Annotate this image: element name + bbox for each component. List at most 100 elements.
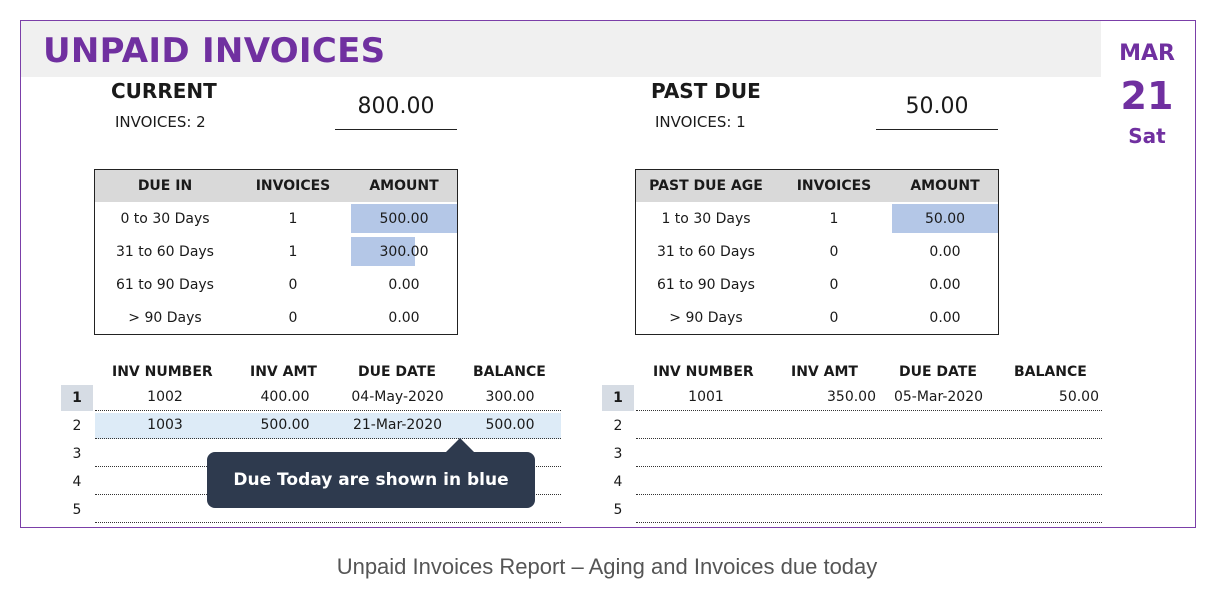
aging-row: 31 to 60 Days 0 0.00 — [636, 235, 999, 268]
past-due-list-header-balance: BALANCE — [1014, 364, 1087, 380]
aging-count: 0 — [829, 243, 839, 260]
past-due-row-number[interactable]: 3 — [613, 446, 623, 462]
past-due-total: 50.00 — [876, 91, 998, 130]
aging-amount-cell: 0.00 — [892, 268, 999, 301]
aging-row: 1 to 30 Days 1 50.00 — [636, 202, 999, 235]
current-total: 800.00 — [335, 91, 457, 130]
aging-header-row: PAST DUE AGE INVOICES AMOUNT — [635, 169, 999, 202]
date-weekday: Sat — [1128, 124, 1166, 148]
current-row-number[interactable]: 3 — [72, 446, 82, 462]
aging-count: 0 — [288, 276, 298, 293]
current-heading: CURRENT — [111, 79, 217, 103]
current-invoice-row[interactable]: 1002 400.00 04-May-2020 300.00 — [95, 385, 561, 411]
current-invoice-row[interactable] — [95, 497, 561, 523]
inv-number: 1002 — [147, 389, 183, 405]
aging-col-header: AMOUNT — [892, 169, 999, 202]
aging-count: 0 — [829, 276, 839, 293]
aging-amount-cell: 500.00 — [351, 202, 458, 235]
current-list-header-due-date: DUE DATE — [358, 364, 436, 380]
aging-row: 31 to 60 Days 1 300.00 — [95, 235, 458, 268]
amount-data-bar — [892, 204, 998, 233]
past-due-list-header-due-date: DUE DATE — [899, 364, 977, 380]
current-row-number[interactable]: 4 — [72, 474, 82, 490]
current-list-header-inv-amt: INV AMT — [250, 364, 317, 380]
aging-count: 0 — [288, 309, 298, 326]
past-due-invoice-row[interactable] — [636, 413, 1102, 439]
aging-bucket: > 90 Days — [669, 309, 743, 326]
date-month: MAR — [1119, 41, 1175, 66]
aging-row: > 90 Days 0 0.00 — [95, 301, 458, 335]
due-date: 21-Mar-2020 — [352, 417, 443, 433]
past-due-row-number[interactable]: 1 — [602, 385, 634, 411]
due-today-tooltip: Due Today are shown in blue — [207, 452, 535, 508]
aging-row: 61 to 90 Days 0 0.00 — [95, 268, 458, 301]
aging-col-header: AMOUNT — [351, 169, 458, 202]
report-frame: UNPAID INVOICES MAR 21 Sat CURRENT INVOI… — [20, 20, 1196, 528]
aging-bucket: 0 to 30 Days — [120, 210, 210, 227]
aging-header-row: DUE IN INVOICES AMOUNT — [94, 169, 458, 202]
amount-data-bar — [351, 204, 457, 233]
aging-row: 0 to 30 Days 1 500.00 — [95, 202, 458, 235]
past-due-invoice-row[interactable] — [636, 469, 1102, 495]
past-due-invoice-row[interactable] — [636, 441, 1102, 467]
aging-amount-cell: 50.00 — [892, 202, 999, 235]
aging-col-header: INVOICES — [235, 169, 351, 202]
current-row-number[interactable]: 1 — [61, 385, 93, 411]
report-title: UNPAID INVOICES — [43, 31, 386, 71]
past-due-aging-table: PAST DUE AGE INVOICES AMOUNT 1 to 30 Day… — [635, 169, 999, 335]
inv-number: 1003 — [147, 417, 183, 433]
date-box: MAR 21 Sat — [1111, 41, 1183, 148]
aging-bucket: 31 to 60 Days — [116, 243, 214, 260]
tooltip-arrow — [445, 438, 475, 453]
aging-row: > 90 Days 0 0.00 — [636, 301, 999, 335]
due-date: 05-Mar-2020 — [893, 389, 984, 405]
current-row-number[interactable]: 2 — [72, 418, 82, 434]
balance: 300.00 — [485, 389, 535, 405]
current-row-number[interactable]: 5 — [72, 502, 82, 518]
past-due-row-number[interactable]: 5 — [613, 502, 623, 518]
past-due-invoice-row[interactable] — [636, 497, 1102, 523]
inv-amount: 350.00 — [827, 389, 876, 405]
aging-col-header: INVOICES — [776, 169, 892, 202]
current-invoices-count: INVOICES: 2 — [115, 113, 206, 131]
aging-col-header: PAST DUE AGE — [635, 169, 776, 202]
aging-count: 1 — [288, 210, 298, 227]
aging-amount: 0.00 — [929, 243, 961, 260]
aging-col-header: DUE IN — [94, 169, 235, 202]
aging-amount-cell: 0.00 — [892, 301, 999, 335]
aging-bucket: > 90 Days — [128, 309, 202, 326]
aging-bucket: 1 to 30 Days — [661, 210, 751, 227]
aging-count: 1 — [288, 243, 298, 260]
aging-amount: 0.00 — [388, 276, 420, 293]
date-day: 21 — [1120, 74, 1174, 118]
due-date: 04-May-2020 — [351, 389, 444, 405]
title-bar: UNPAID INVOICES — [21, 21, 1101, 77]
past-due-invoices-count: INVOICES: 1 — [655, 113, 746, 131]
aging-amount: 300.00 — [379, 243, 429, 260]
aging-bucket: 61 to 90 Days — [657, 276, 755, 293]
aging-amount: 50.00 — [924, 210, 966, 227]
inv-amount: 500.00 — [260, 417, 310, 433]
current-invoice-row-due-today[interactable]: 1003 500.00 21-Mar-2020 500.00 — [95, 413, 561, 439]
aging-amount-cell: 0.00 — [351, 268, 458, 301]
past-due-heading: PAST DUE — [651, 79, 761, 103]
inv-number: 1001 — [688, 389, 724, 405]
inv-amount: 400.00 — [260, 389, 310, 405]
aging-bucket: 61 to 90 Days — [116, 276, 214, 293]
past-due-invoice-row[interactable]: 1001 350.00 05-Mar-2020 50.00 — [636, 385, 1102, 411]
aging-count: 1 — [829, 210, 839, 227]
aging-amount-cell: 0.00 — [892, 235, 999, 268]
current-aging-table: DUE IN INVOICES AMOUNT 0 to 30 Days 1 50… — [94, 169, 458, 335]
current-list-header-balance: BALANCE — [473, 364, 546, 380]
past-due-row-number[interactable]: 2 — [613, 418, 623, 434]
aging-row: 61 to 90 Days 0 0.00 — [636, 268, 999, 301]
balance: 50.00 — [1058, 389, 1099, 405]
figure-caption: Unpaid Invoices Report – Aging and Invoi… — [336, 554, 878, 579]
aging-amount: 0.00 — [388, 309, 420, 326]
past-due-list-header-inv-number: INV NUMBER — [653, 364, 754, 380]
past-due-row-number[interactable]: 4 — [613, 474, 623, 490]
amount-data-bar — [351, 237, 415, 266]
aging-amount-cell: 300.00 — [351, 235, 458, 268]
current-list-header-inv-number: INV NUMBER — [112, 364, 213, 380]
aging-amount: 500.00 — [379, 210, 429, 227]
